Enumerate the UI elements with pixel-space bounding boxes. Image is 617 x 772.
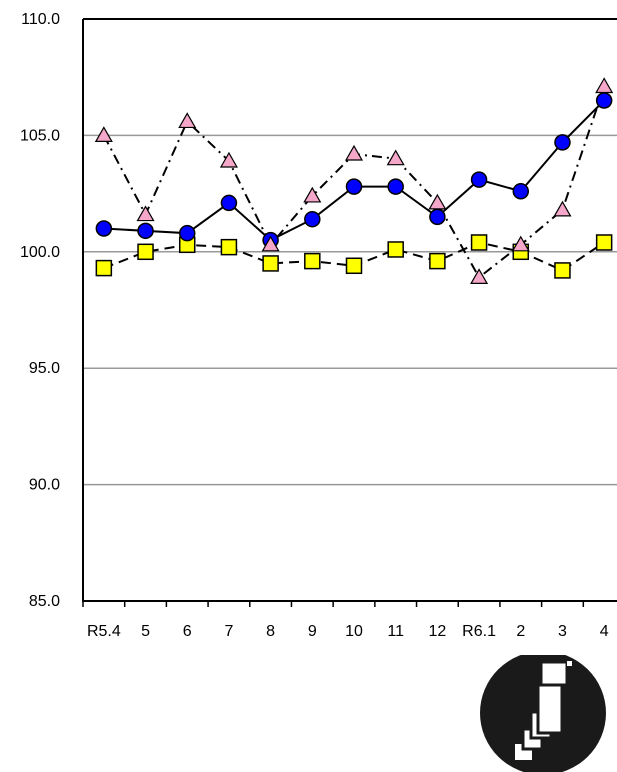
data-point-triangle bbox=[428, 193, 447, 210]
x-tick-label: 3 bbox=[558, 623, 567, 640]
data-point-square bbox=[304, 252, 321, 270]
stacked-squares-logo-icon bbox=[480, 655, 606, 772]
data-point-square bbox=[554, 262, 571, 279]
data-point-triangle bbox=[303, 186, 322, 203]
data-point-triangle bbox=[178, 112, 197, 129]
data-point-circle bbox=[470, 171, 488, 188]
series-markers bbox=[94, 77, 614, 285]
data-point-circle bbox=[137, 222, 154, 240]
gridlines bbox=[83, 18, 617, 486]
y-tick-label: 95.0 bbox=[29, 360, 60, 377]
y-tick-labels: 85.0 90.0 95.0 100.0 105.0 110.0 bbox=[20, 11, 60, 610]
data-point-triangle bbox=[553, 200, 572, 217]
data-point-circle bbox=[554, 134, 571, 151]
data-point-triangle bbox=[344, 144, 364, 161]
data-point-circle bbox=[387, 178, 404, 195]
data-point-circle bbox=[512, 183, 530, 200]
x-tick-label: 10 bbox=[345, 623, 363, 640]
data-point-square bbox=[137, 243, 154, 261]
data-point-square bbox=[470, 234, 488, 251]
y-tick-label: 90.0 bbox=[29, 477, 60, 494]
data-point-triangle bbox=[386, 149, 405, 166]
data-point-triangle bbox=[595, 77, 614, 94]
data-point-triangle bbox=[136, 205, 155, 222]
x-tick-label: 12 bbox=[428, 623, 446, 640]
x-tick-label: R6.1 bbox=[462, 623, 496, 640]
x-tick-label: 9 bbox=[308, 623, 317, 640]
data-point-square bbox=[387, 241, 404, 258]
data-point-square bbox=[595, 234, 613, 251]
data-point-triangle bbox=[470, 268, 489, 285]
data-point-circle bbox=[429, 208, 446, 226]
x-tick-label: 5 bbox=[141, 623, 150, 640]
data-point-circle bbox=[178, 224, 196, 242]
x-tick-labels: R5.4 5 6 7 8 9 10 11 12 R6.1 2 3 4 bbox=[87, 623, 609, 640]
data-point-square bbox=[262, 255, 279, 272]
data-point-square bbox=[220, 238, 238, 256]
x-tick-label: 2 bbox=[516, 623, 525, 640]
data-point-triangle bbox=[94, 126, 113, 142]
data-point-circle bbox=[95, 220, 113, 237]
data-point-square bbox=[429, 252, 446, 270]
data-point-triangle bbox=[219, 151, 238, 168]
y-tick-label: 100.0 bbox=[20, 244, 60, 261]
x-tick-label: 7 bbox=[224, 623, 233, 640]
x-tick-label: 6 bbox=[183, 623, 192, 640]
data-point-circle bbox=[304, 210, 321, 228]
data-point-square bbox=[345, 257, 363, 275]
data-point-circle bbox=[220, 194, 238, 212]
y-tick-label: 110.0 bbox=[21, 11, 60, 28]
x-tick-label: 11 bbox=[387, 623, 404, 640]
data-point-triangle bbox=[511, 235, 530, 252]
y-tick-label: 85.0 bbox=[29, 593, 60, 610]
data-point-circle bbox=[595, 92, 613, 109]
series-line-circle bbox=[103, 99, 605, 242]
x-tick-label: 4 bbox=[600, 623, 609, 640]
x-tick-label: 8 bbox=[266, 623, 275, 640]
data-point-circle bbox=[345, 178, 363, 195]
data-point-triangle bbox=[261, 235, 280, 252]
x-tick-label: R5.4 bbox=[87, 623, 121, 640]
y-tick-label: 105.0 bbox=[20, 127, 60, 144]
axes bbox=[82, 19, 617, 607]
data-point-square bbox=[95, 259, 113, 277]
